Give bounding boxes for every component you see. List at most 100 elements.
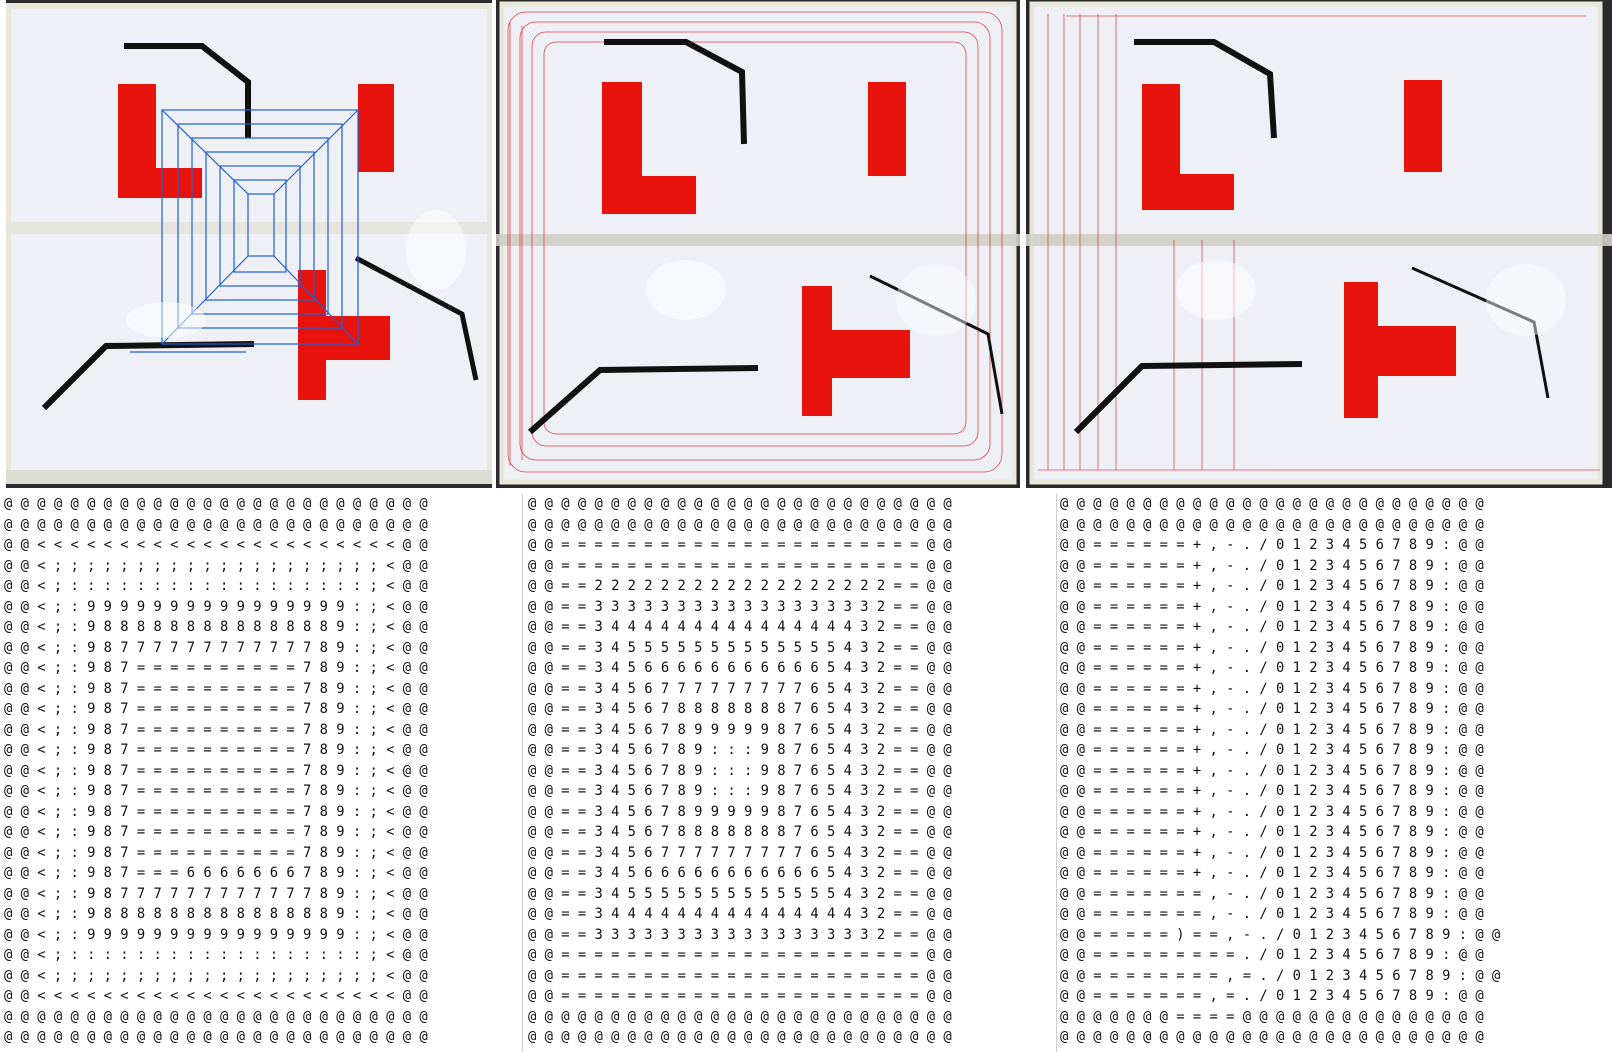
- grid-row: @ @ = = 3 4 5 6 7 8 8 8 8 8 8 8 7 6 5 4 …: [528, 701, 952, 717]
- grid-row: @ @ = = = = = = = = = = = = = = = = = = …: [528, 537, 952, 553]
- tape-strip: [6, 222, 492, 234]
- wall: [41, 341, 255, 411]
- grid-row: @ @ < ; : 9 8 7 = = = = = = = = = = 7 8 …: [4, 660, 428, 676]
- wall: [869, 274, 1004, 415]
- grid-row: @ @ = = 3 3 3 3 3 3 3 3 3 3 3 3 3 3 3 3 …: [528, 598, 952, 615]
- grid-row: @ @ < ; : 9 8 8 8 8 8 8 8 8 8 8 8 8 8 8 …: [4, 619, 428, 635]
- grid-row: @ @ @ @ @ @ @ @ @ @ @ @ @ @ @ @ @ @ @ @ …: [1060, 1029, 1484, 1045]
- grid-row: @ @ < ; : : : : : : : : : : : : : : : : …: [4, 578, 428, 594]
- panel-divider: [1056, 494, 1057, 1052]
- grid-row: @ @ < ; : 9 8 7 = = = = = = = = = = 7 8 …: [4, 721, 428, 738]
- photo-spiral-coverage: [6, 0, 492, 488]
- grid-row: @ @ = = 3 4 5 6 7 8 8 8 8 8 8 8 7 6 5 4 …: [528, 824, 952, 840]
- panel-divider: [522, 494, 523, 1052]
- grid-row: @ @ = = = = = = = = = = = = = = = = = = …: [528, 557, 952, 574]
- grid-row: @ @ @ @ @ @ @ @ @ @ @ @ @ @ @ @ @ @ @ @ …: [528, 1029, 952, 1045]
- grid-panel-rings: @ @ @ @ @ @ @ @ @ @ @ @ @ @ @ @ @ @ @ @ …: [528, 494, 1048, 1052]
- photo-spiral-svg: [6, 0, 492, 488]
- grid-row: @ @ @ @ @ @ @ @ @ @ @ @ @ @ @ @ @ @ @ @ …: [1060, 516, 1484, 533]
- grid-row: @ @ < ; : 9 8 7 7 7 7 7 7 7 7 7 7 7 7 8 …: [4, 885, 428, 902]
- grid-row: @ @ < ; : 9 8 7 = = = = = = = = = = 7 8 …: [4, 762, 428, 779]
- grid-row: @ @ < ; : 9 8 7 = = = 6 6 6 6 6 6 6 7 8 …: [4, 865, 428, 881]
- grid-row: @ @ = = = = = = + , - . / 0 1 2 3 4 5 6 …: [1060, 701, 1484, 717]
- grid-row: @ @ = = 3 4 4 4 4 4 4 4 4 4 4 4 4 4 4 4 …: [528, 906, 952, 922]
- grid-row: @ @ = = = = = = + , - . / 0 1 2 3 4 5 6 …: [1060, 762, 1484, 779]
- grid-row: @ @ @ @ @ @ @ @ @ @ @ @ @ @ @ @ @ @ @ @ …: [1060, 496, 1484, 512]
- photo-rings-svg: [496, 0, 1020, 488]
- grid-row: @ @ = = = = = = + , - . / 0 1 2 3 4 5 6 …: [1060, 660, 1484, 676]
- grid-row: @ @ < ; : 9 8 7 7 7 7 7 7 7 7 7 7 7 7 8 …: [4, 639, 428, 656]
- grid-row: @ @ < ; : 9 8 8 8 8 8 8 8 8 8 8 8 8 8 8 …: [4, 906, 428, 922]
- grid-panel-sweeps: @ @ @ @ @ @ @ @ @ @ @ @ @ @ @ @ @ @ @ @ …: [1060, 494, 1608, 1052]
- grid-row: @ @ = = = = = = + , - . / 0 1 2 3 4 5 6 …: [1060, 844, 1484, 861]
- grid-row: @ @ = = = = = = = = , = . / 0 1 2 3 4 5 …: [1060, 967, 1501, 984]
- grid-row: @ @ @ @ @ @ @ @ @ @ @ @ @ @ @ @ @ @ @ @ …: [4, 516, 428, 533]
- grid-row: @ @ = = = = = = + , - . / 0 1 2 3 4 5 6 …: [1060, 721, 1484, 738]
- grid-row: @ @ = = 2 2 2 2 2 2 2 2 2 2 2 2 2 2 2 2 …: [528, 578, 952, 594]
- wall: [528, 365, 759, 435]
- grid-row: @ @ = = = = = = = = = = = = = = = = = = …: [528, 988, 952, 1004]
- tape-strip: [496, 234, 1020, 246]
- wall: [604, 39, 747, 145]
- grid-row: @ @ = = 3 4 5 6 6 6 6 6 6 6 6 6 6 6 5 4 …: [528, 660, 952, 676]
- obstacle-L: [602, 82, 696, 214]
- obstacle-T: [1344, 282, 1456, 418]
- grid-row: @ @ = = = = = = + , - . / 0 1 2 3 4 5 6 …: [1060, 598, 1484, 615]
- obstacle-T: [802, 286, 910, 416]
- obstacle-bar: [868, 82, 906, 176]
- grid-row: @ @ = = 3 4 5 6 7 8 9 9 9 9 9 8 7 6 5 4 …: [528, 721, 952, 738]
- grid-row: @ @ @ @ @ @ @ @ @ @ @ @ @ @ @ @ @ @ @ @ …: [4, 496, 428, 512]
- obstacle-bar: [358, 84, 394, 172]
- grid-row: @ @ = = 3 4 5 6 6 6 6 6 6 6 6 6 6 6 5 4 …: [528, 865, 952, 881]
- tape-strip: [1026, 234, 1612, 246]
- grid-row: @ @ @ @ @ @ @ @ @ @ @ @ @ @ @ @ @ @ @ @ …: [4, 1008, 428, 1025]
- grid-row: @ @ = = = = = ) = = , - . / 0 1 2 3 4 5 …: [1060, 926, 1501, 943]
- grid-row: @ @ @ @ @ @ @ @ @ @ @ @ @ @ @ @ @ @ @ @ …: [528, 516, 952, 533]
- grid-row: @ @ < ; : 9 9 9 9 9 9 9 9 9 9 9 9 9 9 9 …: [4, 598, 428, 615]
- grid-row: @ @ = = = = = = + , - . / 0 1 2 3 4 5 6 …: [1060, 619, 1484, 635]
- grid-row: @ @ < ; : 9 8 7 = = = = = = = = = = 7 8 …: [4, 824, 428, 840]
- grid-row: @ @ = = 3 4 5 6 7 7 7 7 7 7 7 7 7 6 5 4 …: [528, 680, 952, 697]
- obstacle-T: [298, 270, 390, 400]
- grid-row: @ @ = = = = = = + , - . / 0 1 2 3 4 5 6 …: [1060, 578, 1484, 594]
- grid-row: @ @ = = 3 4 5 6 7 8 9 : : : 9 8 7 6 5 4 …: [528, 762, 952, 779]
- grid-row: @ @ = = = = = = = = = . / 0 1 2 3 4 5 6 …: [1060, 947, 1484, 963]
- grid-row: @ @ = = 3 3 3 3 3 3 3 3 3 3 3 3 3 3 3 3 …: [528, 926, 952, 943]
- grid-row: @ @ = = 3 4 4 4 4 4 4 4 4 4 4 4 4 4 4 4 …: [528, 619, 952, 635]
- grid-row: @ @ < ; : : : : : : : : : : : : : : : : …: [4, 947, 428, 963]
- grid-row: @ @ < < < < < < < < < < < < < < < < < < …: [4, 537, 428, 553]
- grid-row: @ @ = = = = = = + , - . / 0 1 2 3 4 5 6 …: [1060, 680, 1484, 697]
- grid-row: @ @ = = = = = = + , - . / 0 1 2 3 4 5 6 …: [1060, 783, 1484, 799]
- grid-row: @ @ = = = = = = = = = = = = = = = = = = …: [528, 947, 952, 963]
- grid-row: @ @ = = = = = = + , - . / 0 1 2 3 4 5 6 …: [1060, 824, 1484, 840]
- grid-row: @ @ = = = = = = + , - . / 0 1 2 3 4 5 6 …: [1060, 742, 1484, 758]
- grid-row: @ @ < ; : 9 8 7 = = = = = = = = = = 7 8 …: [4, 783, 428, 799]
- wall: [1411, 266, 1550, 399]
- grid-row: @ @ = = = = = = = , = . / 0 1 2 3 4 5 6 …: [1060, 988, 1484, 1004]
- grid-row: @ @ < ; : 9 8 7 = = = = = = = = = = 7 8 …: [4, 803, 428, 820]
- grid-row: @ @ = = = = = = + , - . / 0 1 2 3 4 5 6 …: [1060, 557, 1484, 574]
- ring-paths: [507, 11, 1003, 473]
- obstacle-L: [1142, 84, 1234, 210]
- grid-row: @ @ = = 3 4 5 5 5 5 5 5 5 5 5 5 5 5 5 4 …: [528, 639, 952, 656]
- grid-row: @ @ < ; : 9 8 7 = = = = = = = = = = 7 8 …: [4, 844, 428, 861]
- photo-ring-coverage: [496, 0, 1020, 488]
- grid-row: @ @ < < < < < < < < < < < < < < < < < < …: [4, 988, 428, 1004]
- grid-row: @ @ = = 3 4 5 6 7 7 7 7 7 7 7 7 7 6 5 4 …: [528, 844, 952, 861]
- grid-row: @ @ = = = = = = + , - . / 0 1 2 3 4 5 6 …: [1060, 537, 1484, 553]
- grid-row: @ @ < ; ; ; ; ; ; ; ; ; ; ; ; ; ; ; ; ; …: [4, 967, 428, 984]
- grid-row: @ @ = = = = = = = , - . / 0 1 2 3 4 5 6 …: [1060, 906, 1484, 922]
- grid-row: @ @ = = = = = = = , - . / 0 1 2 3 4 5 6 …: [1060, 885, 1484, 902]
- grid-row: @ @ < ; : 9 8 7 = = = = = = = = = = 7 8 …: [4, 680, 428, 697]
- grid-row: @ @ = = = = = = + , - . / 0 1 2 3 4 5 6 …: [1060, 803, 1484, 820]
- grid-row: @ @ = = = = = = = = = = = = = = = = = = …: [528, 967, 952, 984]
- grid-row: @ @ = = = = = = + , - . / 0 1 2 3 4 5 6 …: [1060, 639, 1484, 656]
- obstacle-L: [118, 84, 202, 198]
- grid-row: @ @ = = 3 4 5 6 7 8 9 : : : 9 8 7 6 5 4 …: [528, 742, 952, 758]
- grid-row: @ @ @ @ @ @ @ = = = = @ @ @ @ @ @ @ @ @ …: [1060, 1008, 1484, 1025]
- wall: [354, 255, 479, 381]
- photo-sweep-coverage: [1026, 0, 1612, 488]
- wall: [1134, 39, 1277, 139]
- grid-row: @ @ @ @ @ @ @ @ @ @ @ @ @ @ @ @ @ @ @ @ …: [4, 1029, 428, 1045]
- grid-row: @ @ = = 3 4 5 5 5 5 5 5 5 5 5 5 5 5 5 4 …: [528, 885, 952, 902]
